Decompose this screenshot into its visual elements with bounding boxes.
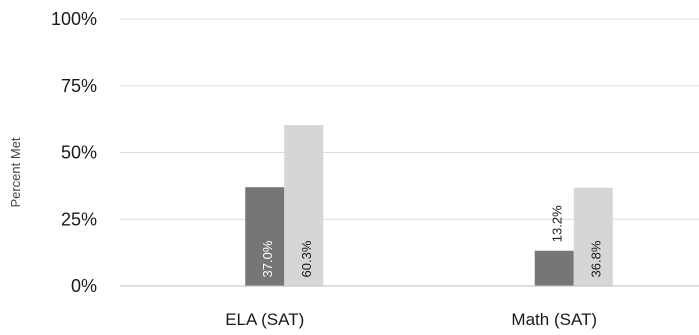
bar-data-label: 60.3%: [299, 240, 314, 277]
y-tick-label: 50%: [61, 143, 97, 163]
x-category-label: ELA (SAT): [225, 310, 304, 329]
bar-data-label: 13.2%: [550, 205, 565, 242]
x-category-label: Math (SAT): [511, 310, 597, 329]
y-axis-ticks: 0% 25% 50% 75% 100%: [51, 9, 97, 296]
y-tick-label: 100%: [51, 9, 97, 29]
x-axis-categories: ELA (SAT) Math (SAT): [225, 310, 597, 329]
y-tick-label: 0%: [71, 276, 97, 296]
bar-data-label: 37.0%: [260, 240, 275, 277]
bar-data-label: 36.8%: [589, 240, 604, 277]
y-tick-label: 25%: [61, 209, 97, 229]
y-axis-label: Percent Met: [8, 137, 23, 207]
y-tick-label: 75%: [61, 76, 97, 96]
bar: [535, 251, 574, 286]
